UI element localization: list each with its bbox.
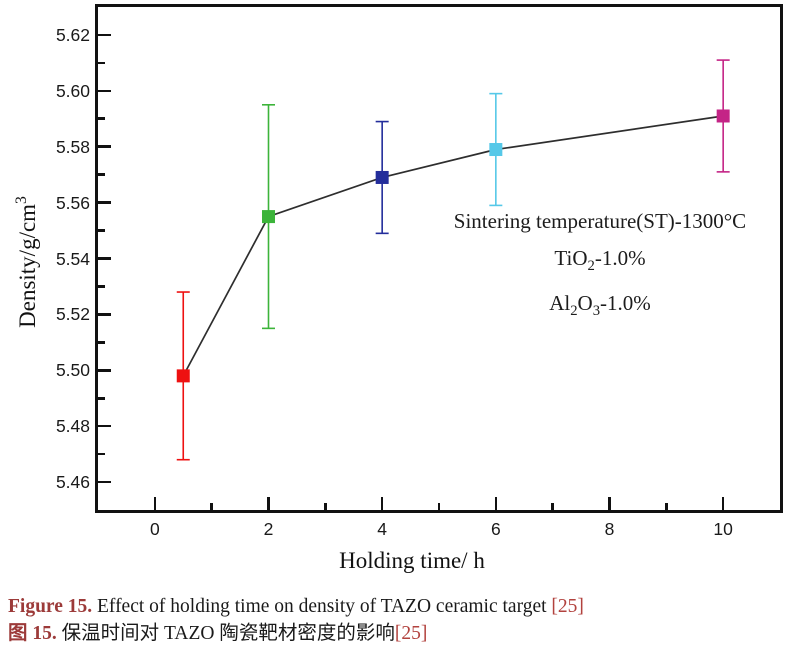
annotation-line-sintering-temperature: Sintering temperature(ST)-1300°C [453, 209, 747, 233]
caption-figure-number-zh: 图 15. [8, 622, 57, 644]
x-axis-title: Holding time/ h [339, 548, 485, 573]
x-major-tick [153, 497, 157, 510]
x-tick-label: 0 [149, 519, 160, 539]
y-minor-tick [98, 452, 105, 456]
y-tick-label: 5.58 [55, 136, 90, 157]
y-major-tick [98, 201, 111, 204]
citation-link-zh[interactable]: [25] [394, 622, 428, 644]
y-tick-label: 5.46 [55, 472, 90, 493]
plot-inner: 5.46 5.48 5.50 5.52 5.54 5.56 5.58 5.60 5.62 0 2 4 6… [56, 7, 780, 539]
x-major-tick [608, 497, 611, 510]
y-major-tick [98, 424, 111, 428]
y-tick-label: 5.52 [55, 304, 90, 325]
y-tick-label: 5.48 [55, 416, 90, 437]
y-major-tick [98, 145, 111, 149]
x-tick-label: 6 [490, 519, 501, 539]
y-minor-tick [98, 285, 105, 288]
x-tick-label: 4 [377, 519, 388, 539]
y-minor-tick [98, 173, 105, 176]
y-major-tick [98, 89, 111, 93]
data-point-marker [176, 369, 190, 383]
y-tick-label: 5.60 [55, 80, 90, 101]
x-minor-tick [437, 503, 441, 510]
x-major-tick [494, 497, 498, 510]
data-layer [176, 59, 730, 461]
x-tick-label: 2 [263, 519, 274, 539]
y-tick-label: 5.62 [55, 24, 90, 45]
y-major-tick [98, 313, 111, 316]
caption-figure-number: Figure 15. [8, 596, 93, 617]
caption-english: Figure 15. Effect of holding time on den… [8, 594, 788, 621]
caption-chinese: 图 15. 保温时间对 TAZO 陶瓷靶材密度的影响[25] [8, 621, 788, 648]
y-major-tick [98, 480, 111, 484]
x-minor-tick [551, 503, 554, 510]
x-major-tick [721, 497, 725, 510]
y-major-tick [98, 33, 111, 37]
plot-area: 5.46 5.48 5.50 5.52 5.54 5.56 5.58 5.60 5.62 0 2 4 6… [56, 4, 783, 539]
x-tick-label: 10 [713, 519, 733, 539]
x-minor-tick [665, 503, 668, 510]
citation-link-en[interactable]: [25] [551, 596, 584, 617]
annotation-line-al2o3: Al2O3-1.0% [549, 291, 651, 320]
data-point-marker [375, 170, 389, 184]
data-point-marker [489, 143, 503, 157]
annotation-line-tio2: TiO2-1.0% [554, 246, 646, 275]
y-minor-tick [98, 229, 105, 232]
y-minor-tick [98, 396, 105, 400]
x-major-tick [380, 497, 384, 510]
x-tick-label: 8 [604, 519, 615, 539]
y-tick-label: 5.54 [55, 248, 90, 269]
y-minor-tick [98, 117, 105, 121]
figure-caption: Figure 15. Effect of holding time on den… [8, 594, 788, 647]
y-major-tick [98, 368, 111, 372]
y-minor-tick [98, 341, 105, 344]
x-minor-tick [324, 503, 327, 510]
caption-text-en: Effect of holding time on density of TAZ… [92, 596, 552, 617]
x-major-tick [267, 497, 270, 510]
y-minor-tick [98, 61, 105, 65]
x-minor-tick [210, 503, 213, 510]
annotation-block: Sintering temperature(ST)-1300°C TiO2-1.… [420, 203, 780, 330]
y-tick-label: 5.56 [55, 192, 90, 213]
data-point-marker [262, 210, 275, 224]
y-axis-title-superscript: 3 [13, 196, 31, 204]
data-point-marker [716, 109, 730, 123]
caption-text-zh: 保温时间对 TAZO 陶瓷靶材密度的影响 [56, 622, 395, 644]
y-major-tick [98, 257, 111, 260]
y-tick-label: 5.50 [55, 360, 90, 381]
